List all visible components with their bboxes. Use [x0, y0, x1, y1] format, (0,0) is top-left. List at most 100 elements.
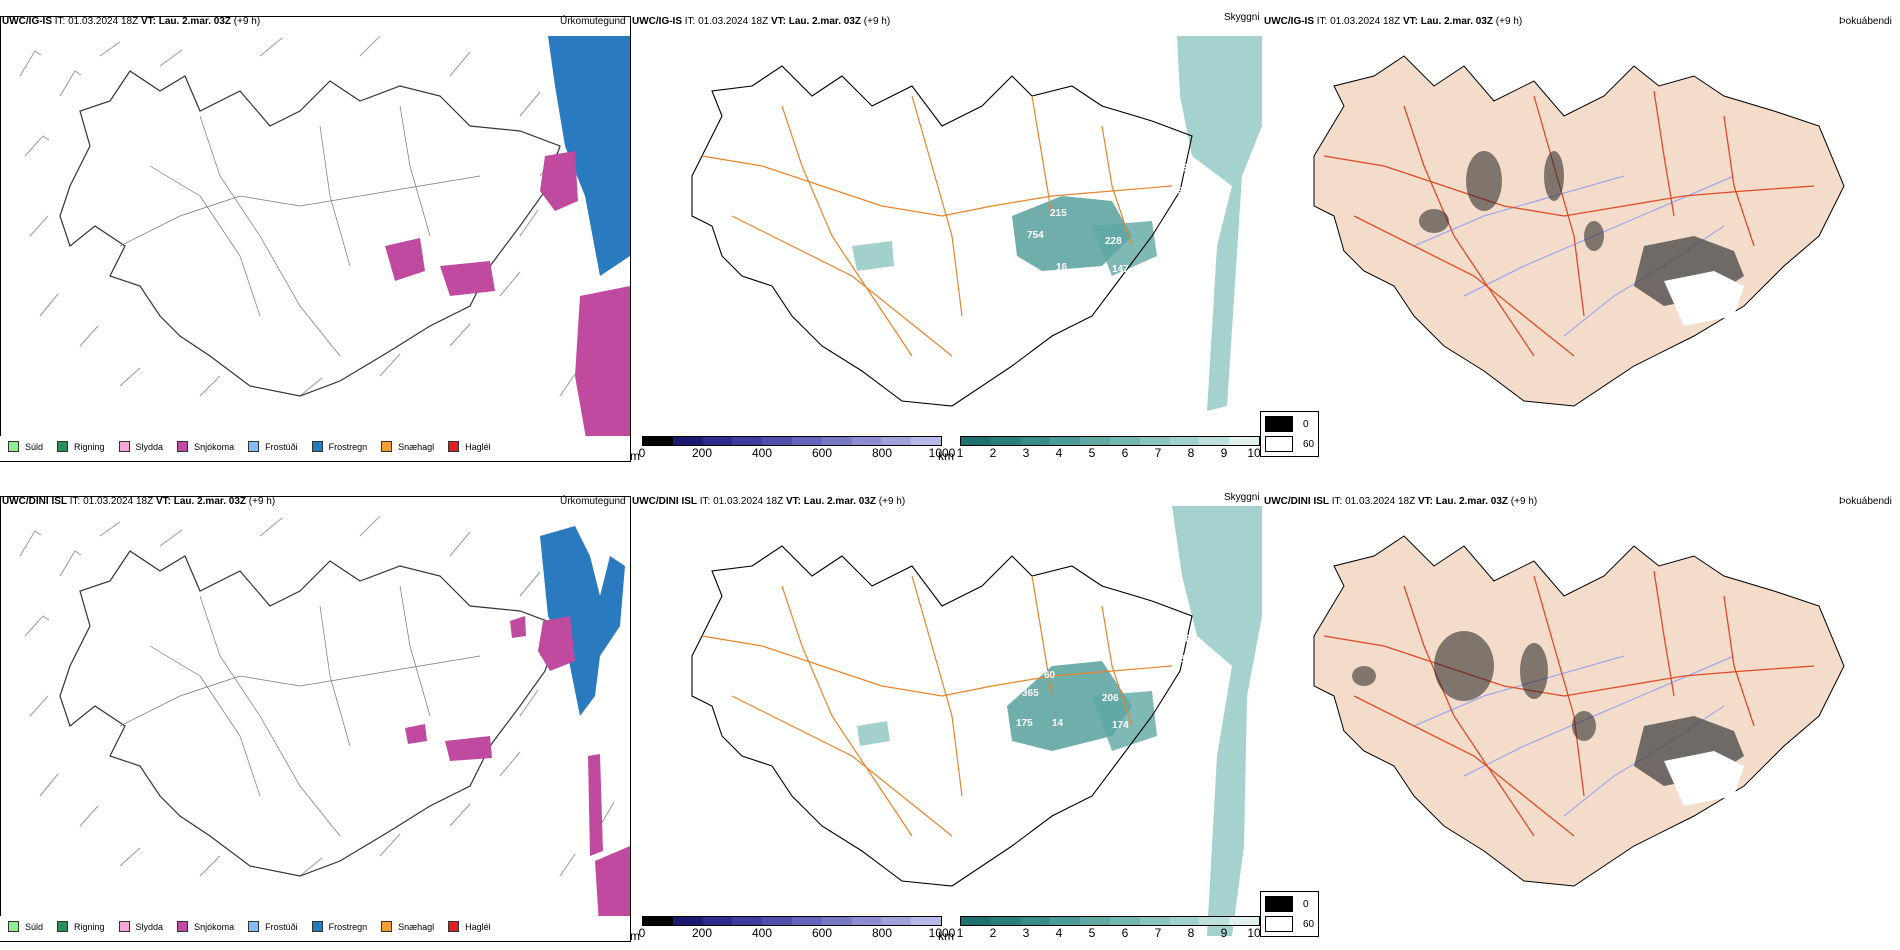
- tick: 1000: [928, 446, 956, 460]
- legend-item: Snæhagl: [381, 441, 434, 452]
- road-network: [119, 585, 481, 837]
- fog-map: [1313, 535, 1845, 887]
- colorbar-segment: [851, 437, 882, 445]
- precip-type-panel: UWC/DINI ISL IT: 01.03.2024 18Z VT: Lau.…: [0, 496, 631, 950]
- precip-legend: Súld Rigning Slydda Snjókoma Frostúði Fr…: [8, 921, 505, 932]
- legend-item: Rigning: [57, 921, 105, 932]
- visibility-panel: UWC/DINI ISL IT: 01.03.2024 18Z VT: Lau.…: [630, 492, 1262, 950]
- legend-label: Súld: [25, 441, 44, 452]
- road-network: [701, 95, 1173, 357]
- snjokoma-area-1: [385, 238, 425, 281]
- it-label: IT:: [54, 16, 66, 27]
- colorbar-segment: [881, 437, 912, 445]
- legend-label: Haglél: [465, 441, 491, 452]
- legend-item: Frostregn: [311, 921, 367, 932]
- vt-value: Lau. 2.mar. 03Z: [1435, 496, 1509, 507]
- tick: 0: [638, 446, 646, 460]
- legend-label: Slydda: [135, 441, 164, 452]
- legend-label: Haglél: [465, 921, 491, 932]
- visibility-area-3: [857, 721, 890, 746]
- legend-swatch: [8, 441, 19, 452]
- fog-legend-row: 60: [1265, 434, 1314, 454]
- it-label: IT:: [684, 16, 696, 27]
- it-value: 01.03.2024 18Z: [713, 496, 784, 507]
- colorbar-segment: [732, 437, 763, 445]
- tick: 9: [1220, 926, 1228, 940]
- visibility-unit: km: [938, 449, 954, 463]
- vt-label: VT:: [770, 16, 786, 27]
- legend-label: Snæhagl: [398, 441, 435, 452]
- colorbar-segment: [643, 917, 673, 925]
- offset: (+9 h): [878, 496, 906, 507]
- elevation-unit: m: [630, 929, 640, 943]
- it-value: 01.03.2024 18Z: [698, 16, 769, 27]
- colorbar-segment: [851, 917, 882, 925]
- colorbar-segment: [1169, 917, 1200, 925]
- tick: 800: [871, 926, 893, 940]
- panel-header: UWC/DINI ISL IT: 01.03.2024 18Z VT: Lau.…: [2, 496, 275, 510]
- legend-swatch: [57, 441, 69, 452]
- colorbar-segment: [821, 437, 852, 445]
- tick: 6: [1121, 926, 1129, 940]
- panel-header: UWC/IG-IS IT: 01.03.2024 18Z VT: Lau. 2.…: [2, 16, 260, 30]
- fog-legend-row: 0: [1265, 414, 1314, 434]
- wind-barbs: [19, 35, 615, 397]
- legend-label: Rigning: [74, 441, 105, 452]
- legend-swatch: [248, 921, 260, 932]
- colorbar-segment: [1080, 437, 1110, 445]
- legend-item: Rigning: [57, 441, 105, 452]
- peak-label: 147: [1112, 264, 1129, 275]
- visibility-unit: km: [938, 929, 954, 943]
- fog-panel: UWC/DINI ISL IT: 01.03.2024 18Z VT: Lau.…: [1260, 496, 1900, 950]
- fog-glacier-clear: [1664, 751, 1744, 806]
- model-name: UWC/DINI ISL: [632, 496, 697, 507]
- field-title: Þokuábendi: [1839, 496, 1892, 507]
- legend-swatch: [381, 921, 393, 932]
- panel-header: UWC/IG-IS IT: 01.03.2024 18Z VT: Lau. 2.…: [1264, 16, 1522, 30]
- it-value: 01.03.2024 18Z: [1330, 16, 1401, 27]
- peak-label: 70: [1146, 614, 1158, 625]
- peak-label: 330: [1177, 163, 1194, 174]
- colorbar-segment: [821, 917, 852, 925]
- vt-value: Lau. 2.mar. 03Z: [803, 496, 877, 507]
- snjokoma-area-east: [538, 616, 575, 671]
- tick: 8: [1187, 446, 1195, 460]
- it-label: IT:: [1331, 496, 1343, 507]
- fog-legend-label: 0: [1303, 418, 1309, 430]
- snjokoma-area-ne: [510, 616, 526, 638]
- colorbar-segment: [1139, 917, 1170, 925]
- tick: 3: [1022, 926, 1030, 940]
- peak-label: 206: [1102, 693, 1119, 704]
- colorbar-segment: [1020, 437, 1051, 445]
- road-network: [119, 105, 481, 357]
- fog-legend-label: 60: [1303, 438, 1315, 450]
- elevation-bar: [642, 916, 942, 926]
- precip-type-panel: UWC/IG-IS IT: 01.03.2024 18Z VT: Lau. 2.…: [0, 16, 631, 476]
- legend-item: Súld: [8, 921, 43, 932]
- elevation-colorbar: 0 200 400 600 800 1000: [638, 436, 955, 460]
- frostregn-area: [540, 526, 625, 716]
- fog-legend-row: 60: [1265, 914, 1314, 934]
- visibility-area-2: [1092, 691, 1157, 751]
- colorbar-segment: [1229, 437, 1259, 445]
- vt-value: Lau. 2.mar. 03Z: [1420, 16, 1494, 27]
- field-title: Úrkomutegund: [560, 16, 626, 27]
- row-1: UWC/IG-IS IT: 01.03.2024 18Z VT: Lau. 2.…: [0, 12, 1900, 476]
- vt-label: VT:: [1402, 16, 1418, 27]
- visibility-colorbar: 1 2 3 4 5 6 7 8 9 10: [957, 916, 1261, 940]
- colorbar-segment: [672, 917, 703, 925]
- colorbar-segment: [672, 437, 703, 445]
- tick: 1: [956, 446, 964, 460]
- it-value: 01.03.2024 18Z: [68, 16, 139, 27]
- elevation-ticks: 0 200 400 600 800 1000: [639, 926, 956, 940]
- model-name: UWC/IG-IS: [1264, 16, 1314, 27]
- elevation-unit: m: [630, 449, 640, 463]
- vt-label: VT:: [1417, 496, 1433, 507]
- tick: 7: [1154, 926, 1162, 940]
- tick: 4: [1055, 926, 1063, 940]
- vt-label: VT:: [155, 496, 171, 507]
- vt-label: VT:: [140, 16, 156, 27]
- it-label: IT:: [699, 496, 711, 507]
- peak-label: 174: [1112, 720, 1129, 731]
- tick: 10: [1247, 446, 1261, 460]
